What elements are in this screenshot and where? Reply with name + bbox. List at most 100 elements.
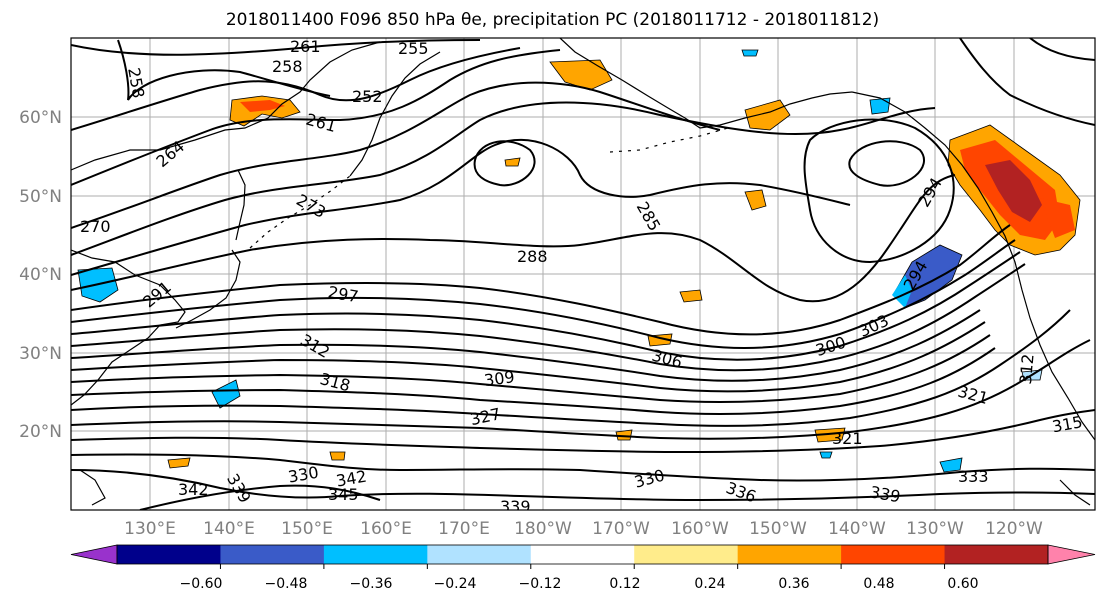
longitude-labels: 130°E 140°E 150°E 160°E 170°E 180°W 170°… [124,519,1043,539]
colorbar-tick-label: −0.24 [434,576,477,592]
contour-line [71,263,1026,372]
contour-line [959,38,1095,126]
contour-label: 252 [352,87,383,106]
lon-label: 130°E [124,519,176,539]
coastline-asia [71,41,381,171]
colorbar-tick-label: 0.60 [947,576,978,592]
colorbar-tick-labels: −0.60 −0.48 −0.36 −0.24 −0.12 0.12 0.24 … [180,576,979,592]
lon-label: 140°E [203,519,255,539]
lon-label: 180°W [514,519,572,539]
coastline-mexico [1059,479,1091,506]
colorbar-tick-label: 0.12 [609,576,640,592]
colorbar-extension-min [70,544,118,565]
lon-label: 150°W [749,519,807,539]
precip-patch [985,160,1042,222]
colorbar-tick-label: 0.24 [694,576,725,592]
contour-line [139,484,381,510]
precip-patch [1040,198,1075,238]
contour-label: 255 [398,39,429,58]
colorbar-segment [427,545,532,564]
precip-patch [679,289,703,303]
contour-line [71,224,1011,336]
colorbar-segment [530,545,635,564]
colorbar-segment [737,545,842,564]
precip-patch [892,275,912,308]
contour-line [71,251,1021,361]
coastlines [71,38,1095,506]
contour-line [803,118,955,264]
precip-patch [939,457,963,473]
colorbar-segment [220,545,325,564]
contour-label: 309 [483,367,516,390]
coastline-kuril [249,175,351,249]
contour-line [71,81,721,229]
lon-label: 150°E [281,519,333,539]
colorbar-tick-label: −0.48 [265,576,308,592]
colorbar [70,544,1096,569]
map-panel: 261 255 258 252 258 261 264 270 273 285 … [70,37,1096,511]
contour-label: 288 [517,247,548,266]
colorbar-segment [634,545,739,564]
precip-patch [741,49,759,57]
lat-label: 20°N [19,422,62,442]
colorbar-tick-label: −0.36 [350,576,393,592]
coastline-sakhalin [235,169,246,241]
contour-line [71,321,986,393]
contour-line [71,409,1095,454]
colorbar-tick-label: −0.12 [519,576,562,592]
contour-line [1029,38,1095,61]
colorbar-segment [117,545,221,564]
contour-line [71,469,1095,502]
coastline-philippines [79,469,106,506]
colorbar-tick-label: 0.48 [863,576,894,592]
lon-label: 160°E [360,519,412,539]
map-title: 2018011400 F096 850 hPa θe, precipitatio… [225,10,880,30]
lon-label: 170°E [438,519,490,539]
coastline-asia-east [71,249,186,406]
contour-line [848,140,925,187]
contour-line [71,453,1095,482]
precip-patch [744,189,767,211]
contour-label: 342 [178,480,209,499]
theta-e-contours [71,38,1095,510]
map-frame [70,37,1096,511]
coastline-kamchatka [349,51,441,177]
contour-label: 261 [290,37,321,56]
contour-line [71,39,481,56]
contour-label: 345 [328,485,359,504]
lon-label: 170°W [592,519,650,539]
precip-patch [819,451,833,459]
colorbar-tick-label: −0.60 [180,576,223,592]
precip-patch [549,59,613,91]
contour-line [473,140,536,187]
precip-patch [167,457,191,469]
precip-patch [329,451,346,461]
precip-patch [744,99,791,131]
precip-patch [240,100,285,112]
lat-label: 50°N [19,187,62,207]
colorbar-extension-max [1047,544,1096,565]
contour-label: 258 [272,57,303,76]
colorbar-segment [841,545,946,564]
contour-line [71,239,1016,349]
latitude-labels: 20°N 30°N 40°N 50°N 60°N [19,108,62,442]
contour-line [71,47,521,131]
contour-line [71,309,981,382]
precip-patch [504,157,521,167]
lat-label: 30°N [19,344,62,364]
lon-label: 140°W [828,519,886,539]
contour-label: 312 [1016,353,1038,385]
contour-line [71,101,936,256]
lat-label: 60°N [19,108,62,128]
coastline-japan [175,249,241,329]
coastline-panhandle [851,91,1095,441]
colorbar-frame [116,544,1049,565]
contour-line [71,309,1071,427]
contour-label: 321 [832,429,863,448]
contour-line [71,49,561,186]
lon-label: 120°W [985,519,1043,539]
lon-label: 160°W [671,519,729,539]
contour-line [71,347,996,415]
colorbar-segment [323,545,428,564]
